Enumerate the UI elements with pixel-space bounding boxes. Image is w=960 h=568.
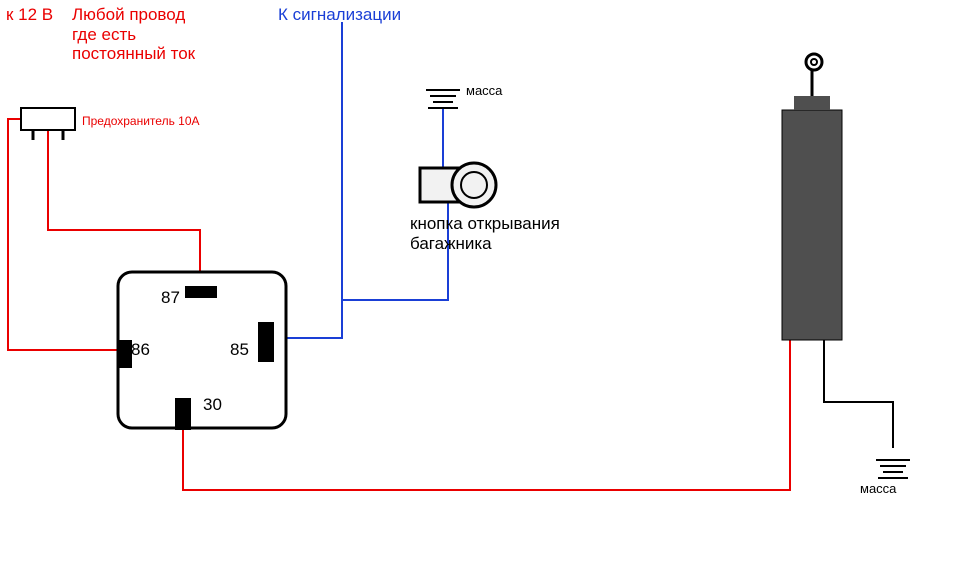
- relay-pin-87: 87: [161, 288, 180, 308]
- label-to-alarm: К сигнализации: [278, 5, 401, 25]
- label-any-wire: Любой провод где есть постоянный ток: [72, 5, 195, 64]
- relay-pin-85: 85: [230, 340, 249, 360]
- label-mass2: масса: [860, 482, 896, 497]
- label-fuse: Предохранитель 10А: [82, 115, 200, 129]
- label-button: кнопка открывания багажника: [410, 214, 560, 253]
- relay-pin-30: 30: [203, 395, 222, 415]
- label-mass1: масса: [466, 84, 502, 99]
- label-k12v: к 12 В: [6, 5, 53, 25]
- relay-pin-86: 86: [131, 340, 150, 360]
